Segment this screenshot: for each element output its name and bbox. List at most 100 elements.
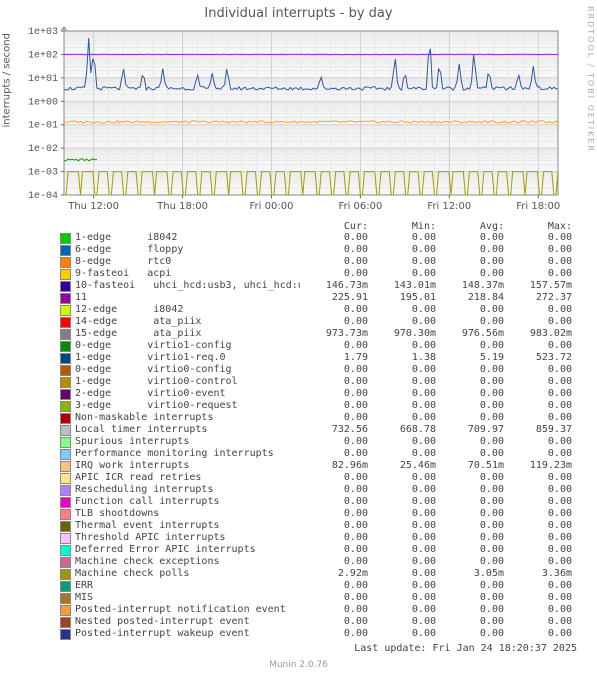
legend-swatch	[60, 485, 71, 496]
legend-row: 2-edge virtio0-event0.000.000.000.00	[60, 388, 577, 400]
legend-value: 0.00	[504, 256, 572, 268]
legend-row: Thermal event interrupts0.000.000.000.00	[60, 520, 577, 532]
legend-value: 0.00	[368, 436, 436, 448]
legend-value: 225.91	[300, 292, 368, 304]
legend-row: 10-fasteoi uhci_hcd:usb3, uhci_hcd:usb4,…	[60, 280, 577, 292]
legend-value: 973.73m	[300, 328, 368, 340]
legend-value: 0.00	[368, 604, 436, 616]
legend-label: Non-maskable interrupts	[75, 412, 300, 424]
legend-value: 0.00	[436, 316, 504, 328]
legend-row: 1-edge virtio0-control0.000.000.000.00	[60, 376, 577, 388]
legend-value: 0.00	[436, 388, 504, 400]
legend-row: Spurious interrupts0.000.000.000.00	[60, 436, 577, 448]
legend-value: 0.00	[368, 400, 436, 412]
legend-value: 0.00	[436, 496, 504, 508]
legend-value: 0.00	[368, 364, 436, 376]
legend-value: 0.00	[504, 472, 572, 484]
legend-swatch	[60, 629, 71, 640]
legend-value: 0.00	[368, 616, 436, 628]
watermark: RRDTOOL / TOBI OETIKER	[586, 6, 595, 153]
legend-value: 0.00	[436, 532, 504, 544]
legend-label: 11	[75, 292, 300, 304]
legend-value: 146.73m	[300, 280, 368, 292]
attribution: Munin 2.0.76	[0, 656, 597, 676]
legend-label: APIC ICR read retries	[75, 472, 300, 484]
legend-swatch	[60, 233, 71, 244]
legend-value: 0.00	[504, 232, 572, 244]
legend-value: 0.00	[436, 520, 504, 532]
legend-value: 0.00	[436, 628, 504, 640]
legend-swatch	[60, 365, 71, 376]
legend-value: 0.00	[436, 448, 504, 460]
legend-value: 0.00	[368, 472, 436, 484]
svg-text:1e+03: 1e+03	[28, 27, 58, 38]
legend-value: 0.00	[368, 304, 436, 316]
legend-value: 0.00	[368, 532, 436, 544]
legend-value: 0.00	[300, 388, 368, 400]
legend-value: 0.00	[368, 412, 436, 424]
legend-row: 1-edge virtio1-req.01.791.385.19523.72	[60, 352, 577, 364]
legend-swatch	[60, 293, 71, 304]
legend-label: Local timer interrupts	[75, 424, 300, 436]
legend-swatch	[60, 593, 71, 604]
legend-swatch	[60, 281, 71, 292]
legend-value: 1.38	[368, 352, 436, 364]
legend-value: 0.00	[368, 232, 436, 244]
legend-value: 0.00	[436, 508, 504, 520]
legend-row: Machine check exceptions0.000.000.000.00	[60, 556, 577, 568]
legend-value: 0.00	[504, 388, 572, 400]
legend-swatch	[60, 545, 71, 556]
legend-value: 3.05m	[436, 568, 504, 580]
legend-swatch	[60, 257, 71, 268]
legend-label: ERR	[75, 580, 300, 592]
legend-value: 0.00	[368, 376, 436, 388]
legend-value: 0.00	[300, 484, 368, 496]
legend-row: Deferred Error APIC interrupts0.000.000.…	[60, 544, 577, 556]
legend-value: 82.96m	[300, 460, 368, 472]
legend-value: 0.00	[504, 616, 572, 628]
legend-label: 12-edge i8042	[75, 304, 300, 316]
legend-row: Rescheduling interrupts0.000.000.000.00	[60, 484, 577, 496]
svg-text:1e-03: 1e-03	[28, 168, 58, 179]
legend-value: 0.00	[504, 532, 572, 544]
legend-swatch	[60, 377, 71, 388]
legend-value: 732.56	[300, 424, 368, 436]
legend-label: Function call interrupts	[75, 496, 300, 508]
legend-value: 0.00	[300, 436, 368, 448]
legend-value: 0.00	[436, 556, 504, 568]
legend-value: 0.00	[436, 436, 504, 448]
legend-value: 0.00	[300, 256, 368, 268]
legend-value: 3.36m	[504, 568, 572, 580]
legend-label: Machine check exceptions	[75, 556, 300, 568]
legend-label: Nested posted-interrupt event	[75, 616, 300, 628]
legend-value: 0.00	[436, 544, 504, 556]
legend-swatch	[60, 461, 71, 472]
legend-label: 1-edge i8042	[75, 232, 300, 244]
legend-label: 9-fasteoi acpi	[75, 268, 300, 280]
legend-row: Performance monitoring interrupts0.000.0…	[60, 448, 577, 460]
svg-text:1e-02: 1e-02	[28, 144, 58, 155]
legend-row: 0-edge virtio0-config0.000.000.000.00	[60, 364, 577, 376]
legend-swatch	[60, 425, 71, 436]
legend-label: IRQ work interrupts	[75, 460, 300, 472]
legend-value: 0.00	[504, 448, 572, 460]
legend-row: 14-edge ata_piix0.000.000.000.00	[60, 316, 577, 328]
legend-row: Posted-interrupt wakeup event0.000.000.0…	[60, 628, 577, 640]
legend-value: 0.00	[368, 568, 436, 580]
legend-label: 1-edge virtio1-req.0	[75, 352, 300, 364]
svg-text:Fri 00:00: Fri 00:00	[250, 201, 294, 212]
legend-value: 2.92m	[300, 568, 368, 580]
legend-row: Function call interrupts0.000.000.000.00	[60, 496, 577, 508]
legend-value: 0.00	[504, 508, 572, 520]
legend-value: 0.00	[368, 340, 436, 352]
legend-value: 0.00	[436, 376, 504, 388]
legend-label: 6-edge floppy	[75, 244, 300, 256]
legend-label: 8-edge rtc0	[75, 256, 300, 268]
legend-value: 148.37m	[436, 280, 504, 292]
legend-swatch	[60, 413, 71, 424]
legend-swatch	[60, 449, 71, 460]
legend-value: 0.00	[300, 496, 368, 508]
legend-row: 9-fasteoi acpi0.000.000.000.00	[60, 268, 577, 280]
legend-row: IRQ work interrupts82.96m25.46m70.51m119…	[60, 460, 577, 472]
legend-value: 0.00	[436, 340, 504, 352]
